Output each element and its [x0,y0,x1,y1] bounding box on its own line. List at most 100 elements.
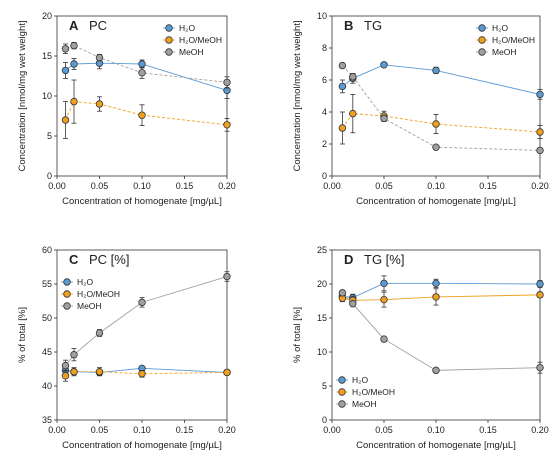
data-point [61,361,70,370]
data-point [432,366,440,375]
x-tick-label: 0.15 [176,181,194,191]
data-point [138,111,146,119]
series-line [342,64,541,95]
data-point [536,146,544,155]
panel-title: PC [89,18,107,33]
y-axis-label: % of total [%] [292,307,303,363]
x-tick-label: 0.10 [427,181,445,191]
series-line [342,113,541,133]
data-point [536,128,544,136]
panel-title: TG [%] [364,252,404,267]
x-tick-label: 0.05 [91,181,109,191]
data-point [432,279,440,288]
legend-marker [63,290,71,298]
y-tick-label: 0 [322,171,327,181]
x-tick-label: 0.20 [218,425,236,435]
data-point [338,82,347,91]
x-tick-label: 0.15 [479,181,497,191]
panel-title: PC [%] [89,252,129,267]
data-point [380,279,388,288]
data-point [349,73,357,81]
x-tick-label: 0.10 [427,425,445,435]
y-tick-label: 55 [42,279,52,289]
x-tick-label: 0.10 [133,181,151,191]
y-tick-label: 60 [42,245,52,255]
data-point [138,298,146,307]
legend-marker [165,36,173,44]
x-tick-label: 0.00 [48,181,66,191]
y-tick-label: 2 [322,139,327,149]
data-point [95,53,104,62]
y-tick-label: 0 [322,415,327,425]
y-tick-label: 6 [322,75,327,85]
series-1 [338,288,544,308]
data-point [338,289,347,297]
data-point [95,368,104,376]
x-axis-label: Concentration of homogenate [mg/µL] [62,196,222,207]
y-tick-label: 4 [322,107,327,117]
legend-entry: H₂O/MeOH [77,289,120,299]
legend: H₂O H₂O/MeOH MeOH [61,277,120,311]
x-axis-label: Concentration of homogenate [mg/µL] [62,440,222,451]
y-axis-label: Concentration [nmol/mg wet weight] [292,20,303,171]
y-tick-label: 35 [42,415,52,425]
y-tick-label: 20 [42,11,52,21]
chart-panel-a: 0.00 0.05 0.10 0.15 0.20 0 5 10 15 20 Concentratio… [17,11,236,207]
chart-panel-d: 0.00 0.05 0.10 0.15 0.20 0 5 10 15 20 25 Concentrat… [292,245,549,451]
legend-entry: MeOH [492,47,517,57]
x-tick-label: 0.20 [531,425,549,435]
series-1 [338,94,544,145]
data-point [70,60,78,68]
legend-marker [63,278,71,286]
data-point [61,372,70,380]
x-tick-label: 0.05 [375,181,393,191]
y-tick-label: 50 [42,313,52,323]
data-point [536,280,544,288]
x-tick-label: 0.00 [323,181,341,191]
data-point [70,368,78,376]
data-point [95,100,104,108]
data-point [223,368,231,377]
data-point [380,114,388,123]
data-point [61,116,70,124]
data-point [338,124,347,132]
y-tick-label: 40 [42,381,52,391]
series-2 [338,61,544,155]
series-0 [338,61,544,100]
legend-entry: H₂O [179,23,195,33]
legend-marker [338,400,346,408]
legend-marker [478,48,486,56]
panel-letter: C [69,252,79,267]
data-point [536,90,544,99]
x-tick-label: 0.15 [479,425,497,435]
legend-entry: H₂O/MeOH [352,387,395,397]
data-point [536,291,544,299]
legend: H₂O H₂O/MeOH MeOH [476,23,535,57]
series-line [65,62,228,91]
series-line [342,294,541,301]
y-tick-label: 5 [322,381,327,391]
x-axis-label: Concentration of homogenate [mg/µL] [356,196,516,207]
legend-marker [478,24,486,32]
data-point [138,370,146,378]
legend-entry: H₂O [352,375,368,385]
y-tick-label: 10 [317,347,327,357]
data-point [138,60,146,68]
panel-title: TG [364,18,382,33]
series-1 [61,367,231,382]
series-line [342,292,541,371]
data-point [432,293,440,301]
data-point [349,300,357,308]
series-2 [338,289,544,375]
data-point [223,272,231,281]
x-axis-label: Concentration of homogenate [mg/µL] [356,440,516,451]
data-point [536,363,544,372]
data-point [432,120,440,128]
legend-marker [338,388,346,396]
panel-letter: D [344,252,353,267]
series-2 [61,271,231,372]
legend-entry: H₂O/MeOH [179,35,222,45]
x-tick-label: 0.20 [531,181,549,191]
y-tick-label: 45 [42,347,52,357]
